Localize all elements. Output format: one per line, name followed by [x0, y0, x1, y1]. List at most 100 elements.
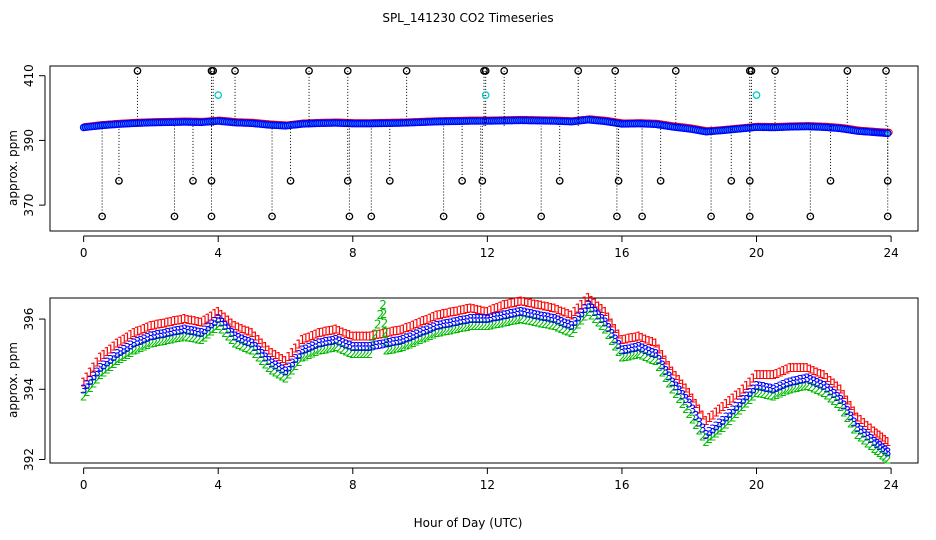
bottom-series-2-point: 2	[319, 343, 327, 357]
bottom-series-3-point: 3	[457, 314, 465, 328]
bottom-series-1-point: 1	[854, 410, 862, 424]
bottom-series-2-point: 2	[665, 377, 673, 391]
bottom-series-1-point: 1	[329, 323, 337, 337]
bottom-series-2-point: 2	[399, 340, 407, 354]
bottom-series-1-point: 1	[722, 397, 730, 411]
bottom-series-2-point: 2	[164, 333, 172, 347]
bottom-series-2-point: 2	[457, 321, 465, 335]
bottom-series-3-point: 3	[211, 315, 219, 329]
bottom-series-1-point: 1	[423, 313, 431, 327]
bottom-series-3-point: 3	[743, 389, 751, 403]
bottom-series-3-point: 3	[288, 356, 296, 370]
bottom-series-2-point: 2	[854, 428, 862, 442]
bottom-series-2-point: 2	[847, 417, 855, 431]
bottom-series-1-point: 1	[800, 361, 808, 375]
bottom-series-2-point: 2	[299, 351, 307, 365]
bottom-series-2-point: 2	[420, 332, 428, 346]
bottom-series-3-point: 3	[810, 375, 818, 389]
bottom-series-2-point: 2	[500, 316, 508, 330]
bottom-series-1-point: 1	[817, 367, 825, 381]
top-outlier-point	[500, 67, 509, 75]
bottom-series-1-point: 1	[850, 405, 858, 419]
bottom-series-1-point: 1	[453, 304, 461, 318]
bottom-series-1-point: 1	[443, 306, 451, 320]
bottom-series-2-point: 2	[494, 317, 502, 331]
bottom-series-2-point: 2	[773, 388, 781, 402]
bottom-series-3-point: 3	[521, 306, 529, 320]
bottom-series-1-point: 1	[517, 295, 525, 309]
bottom-series-1-point: 1	[224, 313, 232, 327]
bottom-series-2-point: 2	[669, 382, 677, 396]
bottom-series-1-point: 1	[426, 311, 434, 325]
bottom-series-3-point: 3	[827, 384, 835, 398]
bottom-series-1-point: 1	[214, 305, 222, 319]
bottom-series-1-point: 1	[383, 326, 391, 340]
bottom-series-3-point: 3	[504, 308, 512, 322]
bottom-series-3-point: 3	[450, 316, 458, 330]
bottom-series-3-point: 3	[770, 382, 778, 396]
bottom-series-3-point: 3	[433, 319, 441, 333]
top-x-tick-label: 8	[349, 246, 357, 260]
bottom-series-2-point: 2	[823, 389, 831, 403]
bottom-series-3-point: 3	[258, 347, 266, 361]
top-outlier-point	[574, 67, 583, 75]
bottom-series-2-point: 2	[275, 368, 283, 382]
bottom-series-3-point: 3	[685, 396, 693, 410]
bottom-series-3-point: 3	[147, 330, 155, 344]
bottom-series-2-point: 2	[332, 340, 340, 354]
bottom-series-2-point: 2	[198, 333, 206, 347]
bottom-series-3-point: 3	[292, 352, 300, 366]
bottom-series-1-point: 1	[167, 315, 175, 329]
bottom-series-2-point: 2	[336, 342, 344, 356]
bottom-series-3-point: 3	[648, 346, 656, 360]
bottom-series-3-point: 3	[278, 363, 286, 377]
bottom-series-3-point: 3	[773, 381, 781, 395]
bottom-series-3-point: 3	[245, 335, 253, 349]
bottom-series-2-point: 2	[675, 392, 683, 406]
bottom-series-2-point: 2	[356, 347, 364, 361]
bottom-series-3-point: 3	[790, 375, 798, 389]
bottom-series-3-point: 3	[527, 307, 535, 321]
bottom-series-1-point: 1	[396, 323, 404, 337]
bottom-series-2-point: 2	[564, 325, 572, 339]
bottom-series-2-point: 2	[632, 348, 640, 362]
bottom-series-3-point: 3	[601, 316, 609, 330]
bottom-series-1-point: 1	[80, 375, 88, 389]
bottom-series-1-point: 1	[514, 295, 522, 309]
bottom-series-1-point: 1	[595, 299, 603, 313]
bottom-series-1-point: 1	[376, 328, 384, 342]
bottom-series-3-point: 3	[484, 312, 492, 326]
bottom-series-1-point: 1	[107, 342, 115, 356]
bottom-series-2-point: 2	[800, 379, 808, 393]
bottom-series-2-point: 2	[544, 318, 552, 332]
bottom-series-1-point: 1	[346, 328, 354, 342]
top-outlier-point	[613, 212, 621, 221]
top-outlier-point	[747, 67, 756, 75]
bottom-series-2-point: 2	[618, 351, 626, 365]
bottom-series-2-point: 2	[292, 359, 300, 373]
bottom-series-2-point: 2	[722, 417, 730, 431]
bottom-series-2-point: 2	[743, 396, 751, 410]
bottom-series-1-point: 1	[228, 316, 236, 330]
bottom-series-1-point: 1	[544, 300, 552, 314]
bottom-series-2-point: 2	[305, 348, 313, 362]
top-x-tick-label: 12	[480, 246, 495, 260]
bottom-series-2-point: 2	[477, 319, 485, 333]
bottom-series-1-point: 1	[352, 330, 360, 344]
bottom-series-2-point: 2	[150, 336, 158, 350]
bottom-series-1-point: 1	[325, 324, 333, 338]
bottom-series-3-point: 3	[870, 435, 878, 449]
bottom-series-1-point: 1	[174, 313, 182, 327]
bottom-series-1-point: 1	[588, 294, 596, 308]
bottom-series-2-point: 2	[440, 325, 448, 339]
bottom-series-3-point: 3	[157, 328, 165, 342]
bottom-series-3-point: 3	[487, 311, 495, 325]
top-y-axis: 370 390 410	[22, 64, 46, 217]
top-x-tick-label: 16	[614, 246, 629, 260]
bottom-series-1-point: 1	[857, 413, 865, 427]
bottom-series-2-point: 2	[695, 424, 703, 438]
bottom-series-1-point: 1	[484, 305, 492, 319]
bottom-series-1-point: 1	[510, 296, 518, 310]
bottom-series-3-point: 3	[164, 326, 172, 340]
bottom-series-2-point: 2	[736, 403, 744, 417]
